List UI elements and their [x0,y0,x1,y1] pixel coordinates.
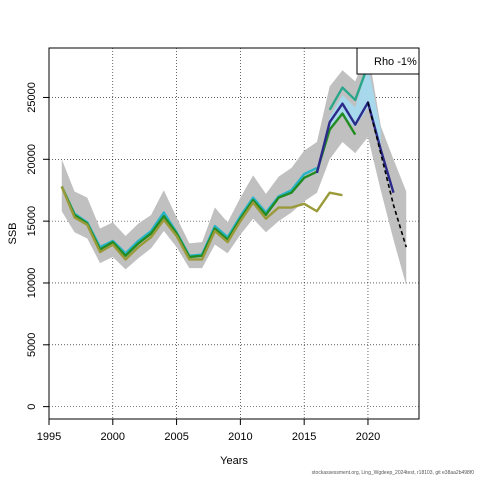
series-line-5 [60,186,343,261]
legend-label: Rho -1% [374,56,417,68]
confidence-band-retro [316,65,381,177]
x-tick-label-2015: 2015 [292,431,316,443]
confidence-band-outer [61,50,407,286]
series-line-2 [328,64,370,111]
source-footer: stockassessment.org, Ling_Wgdeep_2024tes… [311,470,474,476]
series-line-4 [315,101,395,194]
y-tick-label-20000: 20000 [26,144,38,175]
y-axis: 0 5000 10000 15000 20000 25000 [26,82,49,410]
x-tick-label-2020: 2020 [356,431,380,443]
y-tick-label-15000: 15000 [26,206,38,237]
series-line-3 [60,112,357,259]
x-axis-title: Years [220,455,248,467]
y-axis-title: SSB [7,222,19,244]
y-tick-label-25000: 25000 [26,82,38,113]
legend-box [356,47,420,75]
x-tick-label-2000: 2000 [101,431,125,443]
x-tick-label-2005: 2005 [164,431,188,443]
plot-frame [48,47,420,420]
y-tick-label-10000: 10000 [26,268,38,299]
y-tick-label-0: 0 [26,404,38,410]
series-line-6 [367,102,408,248]
x-tick-label-2010: 2010 [228,431,252,443]
legend: Rho -1% [356,47,420,75]
confidence-bands [61,50,407,286]
y-tick-label-5000: 5000 [26,333,38,357]
x-tick-label-1995: 1995 [37,431,61,443]
series-lines [60,64,408,261]
x-axis: 1995 2000 2005 2010 2015 2020 [37,419,380,443]
